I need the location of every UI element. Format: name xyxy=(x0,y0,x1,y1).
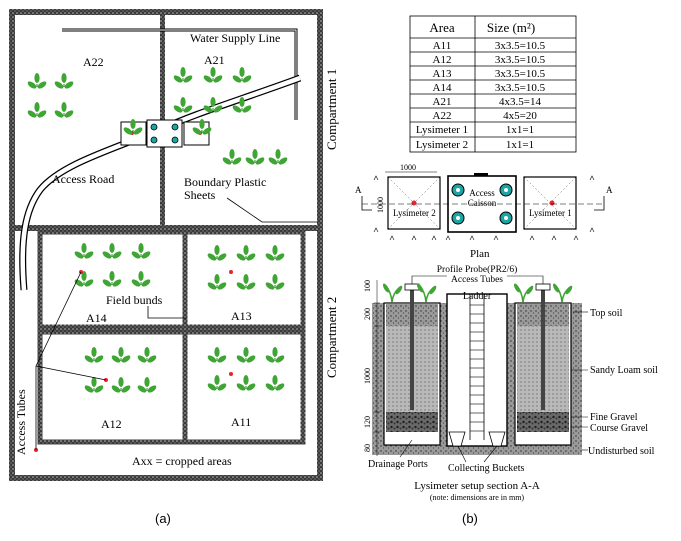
table-cell: 3x3.5=10.5 xyxy=(495,54,546,66)
area-label-a11: A11 xyxy=(231,415,251,429)
plan-lysimeter-2: Lysimeter 2 xyxy=(393,208,436,218)
collecting-buckets-label: Collecting Buckets xyxy=(448,463,524,474)
area-size-table: Area Size (m²) A11 3x3.5=10.5 A12 3x3.5=… xyxy=(409,15,577,153)
table-cell: 4x3.5=14 xyxy=(499,96,541,108)
caption-b: (b) xyxy=(462,511,478,526)
table-cell: A11 xyxy=(433,40,452,52)
table-cell: 3x3.5=10.5 xyxy=(495,68,546,80)
table-cell: 1x1=1 xyxy=(506,139,534,151)
ladder-label: Ladder xyxy=(463,291,492,302)
dimensions-note: (note: dimensions are in mm) xyxy=(430,493,525,502)
access-tube-marker xyxy=(229,372,233,376)
dim-100: 100 xyxy=(363,280,372,292)
table-cell: 3x3.5=10.5 xyxy=(495,40,546,52)
dim-120: 120 xyxy=(363,416,372,428)
lysimeter-section-view: 100 200 1000 120 80 Profile Probe(PR2/6)… xyxy=(363,264,658,502)
section-marker-right: A xyxy=(606,185,613,195)
plan-dim-side: 1000 xyxy=(376,197,385,213)
area-label-a22: A22 xyxy=(83,55,104,69)
undisturbed-soil-label: Undisturbed soil xyxy=(588,446,655,457)
section-title: Lysimeter setup section A-A xyxy=(414,480,540,492)
compartment-divider-wall xyxy=(12,225,320,231)
plan-title: Plan xyxy=(470,248,490,260)
table-header-area: Area xyxy=(429,20,454,35)
field-bunds-label: Field bunds xyxy=(106,293,163,307)
dim-200: 200 xyxy=(363,308,372,320)
table-cell: A21 xyxy=(433,96,452,108)
access-tubes-section-label: Access Tubes xyxy=(451,275,503,285)
table-cell: A14 xyxy=(433,82,452,94)
course-gravel-label: Course Gravel xyxy=(590,423,648,434)
table-cell: 1x1=1 xyxy=(506,124,534,136)
access-road-label: Access Road xyxy=(52,172,114,186)
table-cell: Lysimeter 1 xyxy=(416,124,468,136)
table-cell: A13 xyxy=(433,68,452,80)
area-label-a14: A14 xyxy=(86,311,107,325)
profile-probe-label: Profile Probe(PR2/6) xyxy=(437,264,517,275)
area-label-a13: A13 xyxy=(231,309,252,323)
water-supply-line-label: Water Supply Line xyxy=(190,31,280,45)
sandy-loam-label: Sandy Loam soil xyxy=(590,365,658,376)
site-layout-diagram: A22 A21 Water Supply Line Access Road Bo… xyxy=(9,9,339,526)
access-tube-marker xyxy=(229,270,233,274)
table-header-size: Size (m²) xyxy=(487,20,535,35)
access-tubes-leaders xyxy=(35,271,107,450)
plan-caisson-label: Caisson xyxy=(468,198,497,208)
access-tubes-label: Access Tubes xyxy=(14,389,28,455)
compartment-2-label: Compartment 2 xyxy=(324,297,339,378)
table-cell: 4x5=20 xyxy=(503,110,537,122)
caption-a: (a) xyxy=(155,511,171,526)
plan-access-label: Access xyxy=(469,188,495,198)
plot-a13-wall xyxy=(182,229,306,330)
area-label-a21: A21 xyxy=(204,53,225,67)
legend-cropped-areas: Axx = cropped areas xyxy=(132,454,232,468)
plan-lysimeter-1: Lysimeter 1 xyxy=(529,208,572,218)
table-cell: Lysimeter 2 xyxy=(416,139,468,151)
outer-boundary-wall xyxy=(9,9,323,481)
fine-gravel-label: Fine Gravel xyxy=(590,412,638,423)
compartment-1-label: Compartment 1 xyxy=(324,69,339,150)
table-cell: A12 xyxy=(433,54,452,66)
table-cell: 3x3.5=10.5 xyxy=(495,82,546,94)
plan-dim-top: 1000 xyxy=(400,163,416,172)
table-cell: A22 xyxy=(433,110,452,122)
boundary-plastic-label-2: Sheets xyxy=(184,188,216,202)
dim-80: 80 xyxy=(363,444,372,452)
dim-1000: 1000 xyxy=(363,368,372,384)
plot-a11-wall xyxy=(182,329,306,445)
lysimeter-plan-view: 1000 1000 Lysimeter 2 Access Caisson Lys… xyxy=(355,163,613,260)
top-soil-label: Top soil xyxy=(590,308,623,319)
drainage-ports-label: Drainage Ports xyxy=(368,459,428,470)
boundary-plastic-label: Boundary Plastic xyxy=(184,175,266,189)
section-marker-left: A xyxy=(355,185,362,195)
area-label-a12: A12 xyxy=(101,417,122,431)
